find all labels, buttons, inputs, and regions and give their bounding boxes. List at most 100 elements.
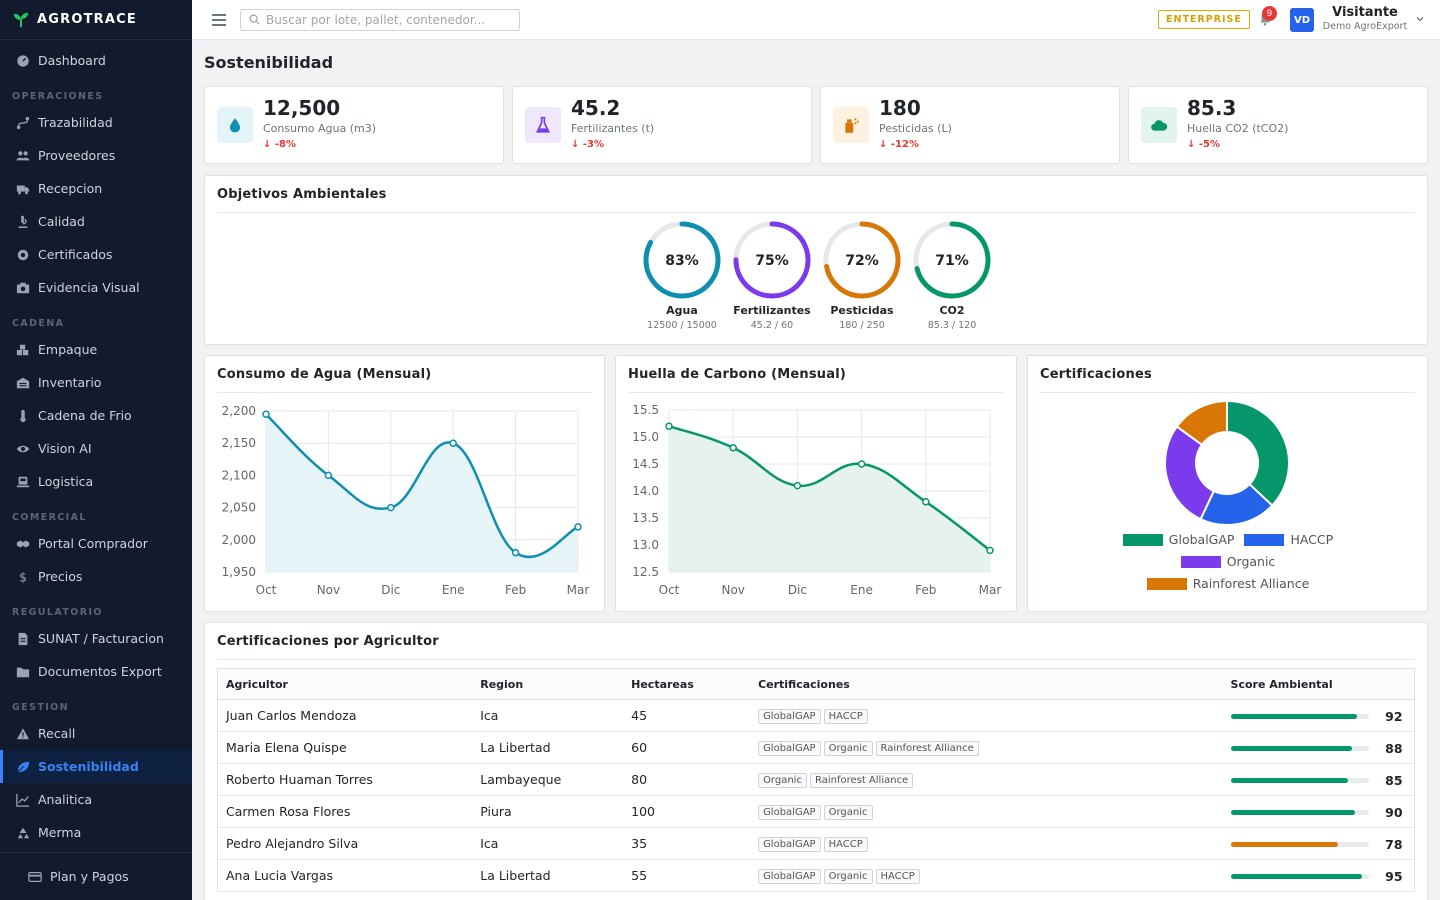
- certification-tag: Rainforest Alliance: [875, 741, 979, 756]
- carbon-footprint-card: Huella de Carbono (Mensual) 15.5 15.0 14.5…: [615, 355, 1017, 612]
- donut-slice-rainforest-alliance[interactable]: [1175, 399, 1228, 447]
- legend-swatch: [1180, 555, 1221, 568]
- donut-slice-organic[interactable]: [1164, 425, 1216, 521]
- leaf-icon: [16, 760, 30, 774]
- sidebar-item-plan-pagos[interactable]: Plan y Pagos: [0, 852, 192, 900]
- data-point: [922, 498, 930, 506]
- donut-slice-globalgap[interactable]: [1226, 399, 1290, 507]
- data-point: [387, 503, 395, 512]
- area-fill: [669, 426, 990, 572]
- legend-item[interactable]: Organic: [1180, 554, 1275, 569]
- column-header[interactable]: Region: [472, 668, 624, 700]
- certifications-card: Certificaciones GlobalGAP HACCP Organic Rai…: [1027, 355, 1428, 612]
- sidebar: AGROTRACE Dashboard OPERACIONES Trazabilid…: [0, 0, 192, 900]
- sidebar-item-recall[interactable]: Recall: [0, 717, 192, 750]
- column-header[interactable]: Certificaciones: [750, 668, 1223, 700]
- kpi-card: 180 Pesticidas (L) ↓ -12%: [820, 86, 1120, 164]
- sidebar-item-sunat-facturacion[interactable]: SUNAT / Facturacion: [0, 622, 192, 655]
- farmer-hectares: 100: [623, 795, 751, 828]
- dollar-icon: $: [16, 570, 30, 584]
- legend-label: Rainforest Alliance: [1192, 576, 1310, 591]
- boxes-icon: [16, 343, 30, 357]
- sidebar-item-documentos-export[interactable]: Documentos Export: [0, 655, 192, 688]
- data-point: [793, 481, 802, 490]
- progress-ring: 71%: [913, 221, 991, 299]
- legend-item[interactable]: Rainforest Alliance: [1146, 576, 1310, 591]
- table-row[interactable]: Pedro Alejandro Silva Ica 35 GlobalGAP HA…: [217, 827, 1415, 860]
- sidebar-item-proveedores[interactable]: Proveedores: [0, 139, 192, 172]
- sidebar-item-analitica[interactable]: Analitica: [0, 783, 192, 816]
- sidebar-item-evidencia-visual[interactable]: Evidencia Visual: [0, 271, 192, 304]
- data-point: [449, 439, 457, 447]
- kpi-label: Fertilizantes (t): [571, 122, 655, 135]
- kpi-label: Huella CO2 (tCO2): [1187, 122, 1289, 135]
- sidebar-item-logistica[interactable]: Logistica: [0, 465, 192, 498]
- farmer-region: Ica: [472, 827, 624, 860]
- legend-item[interactable]: GlobalGAP: [1122, 532, 1234, 547]
- search-input[interactable]: [266, 12, 516, 27]
- sidebar-item-certificados[interactable]: Certificados: [0, 238, 192, 271]
- legend-item[interactable]: HACCP: [1244, 532, 1333, 547]
- column-header[interactable]: Score Ambiental: [1222, 668, 1415, 700]
- kpi-card: 12,500 Consumo Agua (m3) ↓ -8%: [204, 86, 504, 164]
- legend-swatch: [1244, 533, 1285, 546]
- sidebar-item-vision-ai[interactable]: Vision AI: [0, 432, 192, 465]
- column-header[interactable]: Agricultor: [217, 668, 473, 700]
- sidebar-item-empaque[interactable]: Empaque: [0, 333, 192, 366]
- farmer-hectares: 80: [623, 763, 751, 796]
- chevron-down-icon[interactable]: [1414, 13, 1426, 25]
- environmental-score: 95: [1222, 859, 1415, 892]
- farmer-hectares: 60: [623, 731, 751, 764]
- x-tick-label: Nov: [317, 583, 340, 597]
- sidebar-item-calidad[interactable]: Calidad: [0, 205, 192, 238]
- goal-name: CO2: [939, 304, 965, 317]
- x-tick-label: Mar: [979, 583, 1002, 597]
- avatar[interactable]: VD: [1290, 8, 1314, 32]
- goal-name: Fertilizantes: [733, 304, 811, 317]
- sidebar-item-inventario[interactable]: Inventario: [0, 366, 192, 399]
- kpi-icon-box: [217, 107, 253, 143]
- legend-swatch: [1122, 533, 1163, 546]
- series-line: [265, 413, 579, 559]
- sidebar-item-dashboard[interactable]: Dashboard: [0, 44, 192, 77]
- brand[interactable]: AGROTRACE: [0, 0, 192, 40]
- sidebar-item-label: Analitica: [38, 792, 92, 807]
- column-header[interactable]: Hectareas: [623, 668, 751, 700]
- flask-icon: [536, 116, 550, 133]
- score-bar: [1230, 809, 1369, 815]
- notification-count-badge: 9: [1262, 6, 1277, 21]
- data-point: [857, 460, 866, 468]
- table-row[interactable]: Roberto Huaman Torres Lambayeque 80 Orga…: [217, 763, 1415, 796]
- goal-name: Agua: [666, 304, 698, 317]
- kpi-label: Pesticidas (L): [879, 122, 952, 135]
- sidebar-item-label: Inventario: [38, 375, 102, 390]
- table-row[interactable]: Ana Lucia Vargas La Libertad 55 GlobalGA…: [217, 859, 1415, 892]
- sidebar-item-cadena-de-frio[interactable]: Cadena de Frio: [0, 399, 192, 432]
- sidebar-item-merma[interactable]: Merma: [0, 816, 192, 849]
- table-row[interactable]: Carmen Rosa Flores Piura 100 GlobalGAP Or…: [217, 795, 1415, 828]
- kpi-change-value: -5%: [1198, 139, 1221, 150]
- certification-tag: HACCP: [823, 709, 868, 724]
- score-bar: [1230, 777, 1369, 783]
- score-value: 85: [1385, 772, 1403, 788]
- sidebar-item-label: Proveedores: [38, 148, 116, 163]
- brand-name: AGROTRACE: [37, 12, 137, 27]
- sidebar-item-precios[interactable]: $ Precios: [0, 560, 192, 593]
- hamburger-menu-icon[interactable]: [212, 13, 226, 26]
- sidebar-item-label: Recall: [38, 726, 76, 741]
- goal-percent: 83%: [665, 253, 699, 269]
- sidebar-item-sostenibilidad[interactable]: Sostenibilidad: [0, 750, 192, 783]
- kpi-icon-box: [833, 107, 869, 143]
- card-title: Huella de Carbono (Mensual): [628, 367, 846, 382]
- sidebar-section-title: GESTION: [12, 702, 69, 713]
- search-box[interactable]: [240, 8, 520, 31]
- table-row[interactable]: Maria Elena Quispe La Libertad 60 Global…: [217, 731, 1415, 764]
- sidebar-item-portal-comprador[interactable]: Portal Comprador: [0, 527, 192, 560]
- camera-icon: [16, 281, 30, 295]
- sidebar-item-recepcion[interactable]: Recepcion: [0, 172, 192, 205]
- table-row[interactable]: Juan Carlos Mendoza Ica 45 GlobalGAP HACC…: [217, 699, 1415, 732]
- sidebar-item-trazabilidad[interactable]: Trazabilidad: [0, 106, 192, 139]
- x-tick-label: Nov: [721, 583, 744, 597]
- user-name[interactable]: Visitante: [1332, 5, 1398, 20]
